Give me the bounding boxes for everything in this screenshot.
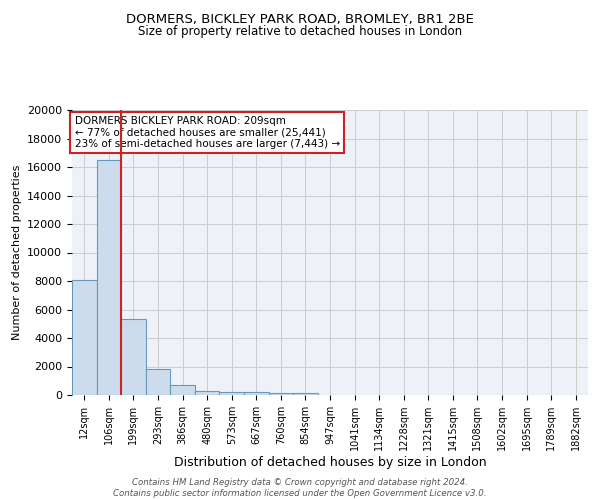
Bar bbox=[146, 368, 170, 395]
Bar bbox=[269, 392, 293, 395]
Bar bbox=[293, 393, 318, 395]
Text: DORMERS, BICKLEY PARK ROAD, BROMLEY, BR1 2BE: DORMERS, BICKLEY PARK ROAD, BROMLEY, BR1… bbox=[126, 12, 474, 26]
Bar bbox=[244, 392, 269, 395]
Bar bbox=[195, 390, 220, 395]
Bar bbox=[72, 280, 97, 395]
X-axis label: Distribution of detached houses by size in London: Distribution of detached houses by size … bbox=[173, 456, 487, 469]
Bar bbox=[170, 385, 195, 395]
Text: Contains HM Land Registry data © Crown copyright and database right 2024.
Contai: Contains HM Land Registry data © Crown c… bbox=[113, 478, 487, 498]
Bar bbox=[121, 320, 146, 395]
Text: Size of property relative to detached houses in London: Size of property relative to detached ho… bbox=[138, 25, 462, 38]
Bar bbox=[97, 160, 121, 395]
Bar bbox=[220, 392, 244, 395]
Text: DORMERS BICKLEY PARK ROAD: 209sqm
← 77% of detached houses are smaller (25,441)
: DORMERS BICKLEY PARK ROAD: 209sqm ← 77% … bbox=[74, 116, 340, 149]
Y-axis label: Number of detached properties: Number of detached properties bbox=[11, 165, 22, 340]
